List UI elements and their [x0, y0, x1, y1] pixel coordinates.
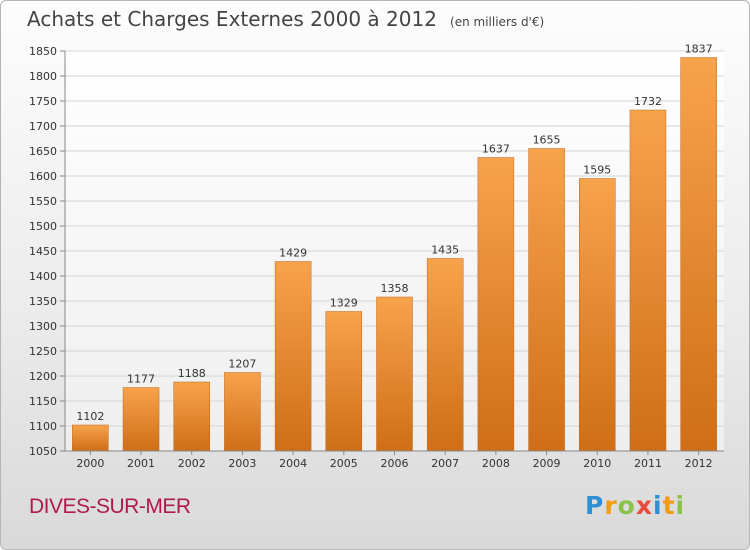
brand-logo-letter: o: [617, 491, 636, 520]
x-tick-label: 2007: [431, 457, 459, 470]
bar-value-label: 1435: [431, 244, 459, 257]
y-tick-label: 1100: [29, 420, 57, 433]
y-tick-label: 1150: [29, 395, 57, 408]
bar: [376, 296, 413, 452]
x-axis: 2000 2001 2002 2003 2004 2005 2006 2007 2008 2009…: [65, 450, 724, 470]
brand-logo-letter: r: [604, 491, 618, 520]
x-tick-label: 2010: [583, 457, 611, 470]
x-tick-label: 2012: [685, 457, 713, 470]
y-tick-label: 1350: [29, 295, 57, 308]
x-tick-label: 2006: [381, 457, 409, 470]
bar: [72, 424, 109, 452]
y-tick-label: 1550: [29, 195, 57, 208]
x-tick-label: 2004: [279, 457, 307, 470]
bar-value-label: 1329: [330, 297, 358, 310]
bar-value-label: 1102: [76, 410, 104, 423]
bar-value-label: 1188: [178, 367, 206, 380]
y-tick-label: 1300: [29, 320, 57, 333]
x-tick-label: 2000: [76, 457, 104, 470]
x-tick-label: 2003: [228, 457, 256, 470]
bar: [224, 372, 261, 452]
x-tick-label: 2001: [127, 457, 155, 470]
bar: [426, 258, 464, 452]
bar-value-label: 1637: [482, 143, 510, 156]
y-tick-label: 1200: [29, 370, 57, 383]
bar-value-label: 1732: [634, 95, 662, 108]
bar: [629, 109, 667, 452]
bar-value-label: 1207: [228, 358, 256, 371]
x-tick-label: 2002: [178, 457, 206, 470]
bar: [274, 261, 312, 452]
bar: [579, 178, 616, 452]
bar: [680, 57, 717, 452]
title-row: Achats et Charges Externes 2000 à 2012 (…: [27, 7, 544, 31]
y-tick-label: 1800: [29, 70, 57, 83]
y-tick-label: 1750: [29, 95, 57, 108]
chart-title: Achats et Charges Externes 2000 à 2012: [27, 7, 437, 31]
bar-value-label: 1358: [381, 282, 409, 295]
bar-value-label: 1177: [127, 373, 155, 386]
bar: [325, 311, 363, 452]
bar-value-label: 1655: [533, 134, 561, 147]
y-axis: 1050 1100 1150 1200 1250 1300 1350 1400 1450 1500…: [29, 45, 66, 458]
y-tick-label: 1700: [29, 120, 57, 133]
y-tick-label: 1050: [29, 445, 57, 458]
y-tick-label: 1500: [29, 220, 57, 233]
y-tick-label: 1600: [29, 170, 57, 183]
x-tick-label: 2005: [330, 457, 358, 470]
bar-value-label: 1837: [685, 43, 713, 56]
x-tick-label: 2011: [634, 457, 662, 470]
y-tick-label: 1250: [29, 345, 57, 358]
bar-value-label: 1429: [279, 247, 307, 260]
brand-logo-letter: P: [585, 491, 605, 520]
y-tick-label: 1650: [29, 145, 57, 158]
y-tick-label: 1850: [29, 45, 57, 58]
brand-logo-letter: i: [653, 491, 663, 520]
chart-unit: (en milliers d'€): [450, 15, 545, 29]
y-tick-label: 1400: [29, 270, 57, 283]
x-tick-label: 2008: [482, 457, 510, 470]
bars: 1102 1177 1188 1207 1429 1329 1358 1435 1637 1655…: [72, 43, 717, 452]
place-name: DIVES-SUR-MER: [29, 495, 191, 518]
bar: [528, 148, 565, 452]
x-tick-label: 2009: [533, 457, 561, 470]
bar: [477, 157, 515, 452]
bar: [173, 381, 210, 452]
brand-logo-letter: x: [635, 491, 653, 520]
bar-value-label: 1595: [583, 164, 611, 177]
brand-logo: Proxiti: [585, 491, 685, 520]
brand-logo-letter: t: [662, 491, 676, 520]
y-tick-label: 1450: [29, 245, 57, 258]
brand-logo-letter: i: [675, 491, 686, 520]
bar: [122, 387, 160, 452]
